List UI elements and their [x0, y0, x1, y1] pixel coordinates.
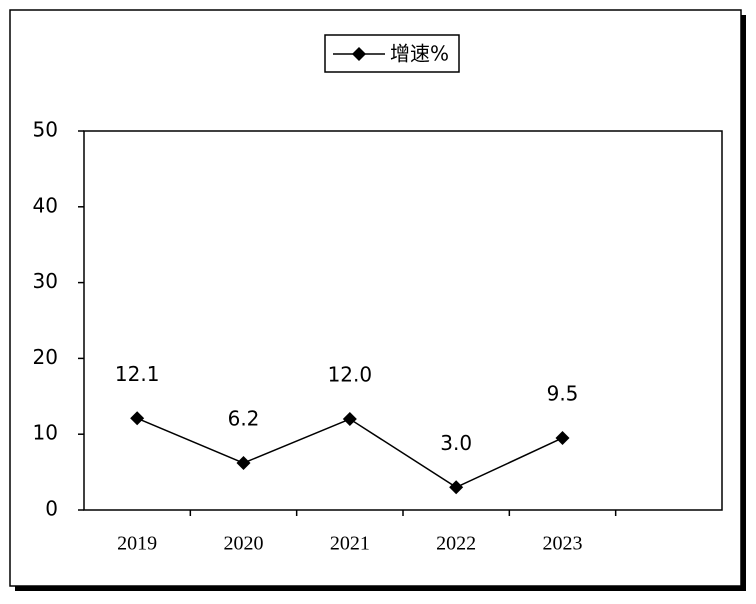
data-label: 6.2 [228, 407, 260, 431]
x-tick-label: 2019 [117, 533, 157, 555]
x-tick-label: 2023 [543, 533, 583, 555]
x-tick-label: 2021 [330, 533, 370, 555]
legend-marker [352, 47, 366, 61]
y-tick-label: 50 [33, 118, 58, 142]
data-label: 9.5 [547, 381, 579, 405]
y-tick-label: 10 [33, 421, 58, 445]
x-tick-label: 2022 [436, 533, 476, 555]
y-tick-label: 20 [33, 345, 58, 369]
y-tick-label: 40 [33, 193, 58, 217]
data-label: 3.0 [440, 431, 472, 455]
y-tick-label: 0 [45, 497, 58, 521]
y-tick-label: 30 [33, 269, 58, 293]
data-point [555, 430, 570, 445]
data-point [449, 480, 464, 495]
data-point [236, 456, 251, 471]
data-label: 12.0 [328, 363, 373, 387]
data-label: 12.1 [115, 362, 160, 386]
x-tick-label: 2020 [224, 533, 264, 555]
data-point [342, 412, 357, 427]
data-point [130, 411, 145, 426]
legend-label: 增速% [390, 42, 449, 66]
frame [9, 9, 742, 587]
